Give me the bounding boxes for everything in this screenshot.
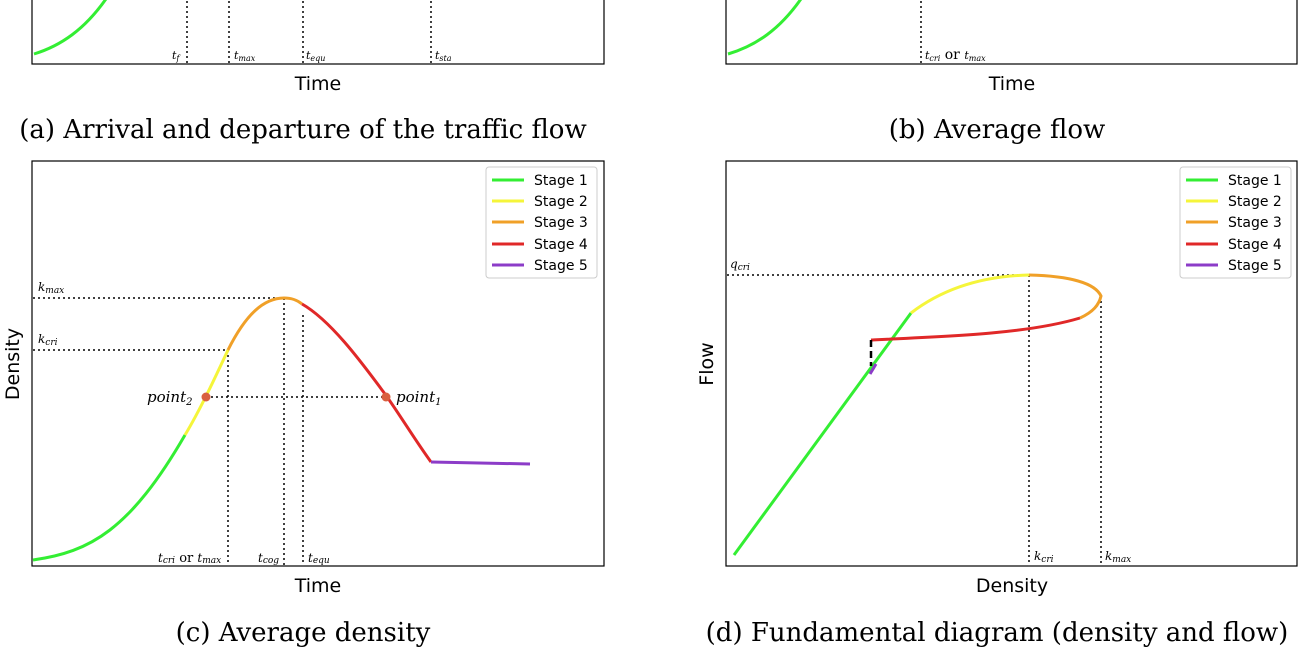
panel-c-tick-tcri: tcri or tmax (158, 551, 221, 566)
panel-d-xlabel: Density (976, 575, 1048, 597)
panel-a-tick-tsta: tsta (435, 49, 452, 63)
panel-b-tick: tcri or tmax (925, 47, 986, 63)
panel-d-series-stage2 (910, 273, 1030, 315)
panel-d-kmax-label: kmax (1105, 549, 1131, 565)
panel-c-ylabel: Density (2, 328, 24, 400)
panel-a-xlabel: Time (294, 73, 342, 95)
panel-b-xlabel: Time (988, 73, 1036, 95)
panel-d-caption: (d) Fundamental diagram (density and flo… (706, 618, 1289, 648)
panel-b: tcri or tmax Time (b) Average flow (725, 0, 1298, 145)
panel-c-legend-label-3: Stage 3 (534, 215, 588, 231)
panel-c-frame (31, 160, 605, 567)
panel-d-qcri-label: qcri (730, 257, 750, 273)
panel-c-legend-label-4: Stage 4 (534, 237, 588, 253)
panel-d-series-stage1 (732, 312, 913, 556)
panel-c-legend-label-1: Stage 1 (534, 173, 588, 189)
panel-c: kmax kcri point2 point1 tcri or tmax tco… (2, 160, 605, 648)
panel-c-point2-marker (201, 392, 211, 402)
panel-c-tick-tcog: tcog (258, 551, 279, 566)
panel-c-point2-label: point2 (147, 388, 193, 408)
panel-c-series-stage1 (32, 434, 187, 562)
panel-c-caption: (c) Average density (176, 618, 431, 648)
panel-d-legend: Stage 1 Stage 2 Stage 3 Stage 4 Stage 5 (1179, 166, 1292, 279)
panel-b-green-curve (727, 0, 802, 56)
panel-c-kmax-label: kmax (38, 280, 64, 296)
panel-c-series-stage2 (183, 349, 230, 436)
panel-b-caption: (b) Average flow (889, 115, 1105, 145)
panel-c-kcri-label: kcri (38, 332, 58, 348)
panel-c-legend-label-2: Stage 2 (534, 194, 588, 210)
panel-d-legend-label-4: Stage 4 (1228, 237, 1282, 253)
panel-d-ylabel: Flow (696, 342, 718, 385)
panel-c-xlabel: Time (294, 575, 342, 597)
panel-a-tick-tmax: tmax (234, 49, 256, 63)
panel-a: tf tmax tequ tsta Time (a) Arrival and d… (19, 0, 605, 145)
panel-d-kcri-label: kcri (1034, 549, 1054, 565)
panel-d-series-stage5 (868, 363, 878, 375)
panel-c-point1-label: point1 (396, 388, 442, 408)
panel-c-point1-marker (381, 392, 391, 402)
panel-d-series-stage4 (870, 316, 1081, 342)
panel-d-legend-label-5: Stage 5 (1228, 258, 1282, 274)
panel-b-frame (725, 0, 1298, 65)
panel-c-legend: Stage 1 Stage 2 Stage 3 Stage 4 Stage 5 (485, 166, 598, 279)
panel-a-tick-tf: tf (172, 49, 181, 63)
panel-d-legend-label-2: Stage 2 (1228, 194, 1282, 210)
panel-c-legend-box (485, 166, 598, 279)
panel-a-green-curve (33, 0, 107, 56)
panel-a-tick-tequ: tequ (306, 49, 325, 63)
panel-c-series-stage5 (430, 460, 531, 466)
panel-a-caption: (a) Arrival and departure of the traffic… (19, 115, 586, 145)
panel-d: qcri kcri kmax Density Flow Stage 1 Stag… (696, 160, 1298, 648)
panel-d-legend-label-3: Stage 3 (1228, 215, 1282, 231)
panel-d-legend-label-1: Stage 1 (1228, 173, 1282, 189)
panel-c-legend-label-5: Stage 5 (534, 258, 588, 274)
panel-d-frame (725, 160, 1298, 567)
panel-c-series-stage4 (301, 302, 433, 463)
panel-c-series-stage3 (226, 296, 303, 351)
panel-a-frame (31, 0, 605, 65)
panel-d-legend-box (1179, 166, 1292, 279)
panel-d-series-stage3 (1028, 273, 1103, 320)
panel-c-tick-tequ: tequ (308, 551, 330, 566)
